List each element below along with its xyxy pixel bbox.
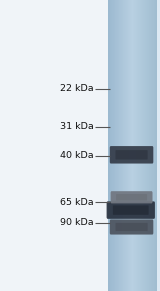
Bar — [155, 0, 156, 291]
Bar — [149, 0, 150, 291]
Bar — [145, 0, 146, 291]
FancyBboxPatch shape — [111, 191, 152, 203]
Text: 40 kDa: 40 kDa — [60, 151, 94, 160]
Bar — [135, 0, 136, 291]
Bar — [120, 0, 121, 291]
Bar — [132, 0, 133, 291]
Bar — [140, 0, 141, 291]
Bar — [127, 0, 128, 291]
Bar — [110, 0, 111, 291]
Bar — [129, 0, 130, 291]
Bar — [113, 0, 114, 291]
Bar — [131, 0, 132, 291]
Bar — [153, 0, 154, 291]
Bar — [123, 0, 124, 291]
Bar — [133, 0, 134, 291]
Bar — [124, 0, 125, 291]
FancyBboxPatch shape — [116, 150, 148, 159]
Bar — [136, 0, 137, 291]
FancyBboxPatch shape — [107, 201, 155, 219]
Text: 22 kDa: 22 kDa — [60, 84, 94, 93]
Bar — [145, 0, 146, 291]
Bar — [152, 0, 153, 291]
Bar — [134, 0, 135, 291]
Bar — [128, 0, 129, 291]
Bar — [121, 0, 122, 291]
Bar — [143, 0, 144, 291]
Bar — [144, 0, 145, 291]
Bar — [125, 0, 126, 291]
Bar — [126, 0, 127, 291]
Bar — [149, 0, 150, 291]
Text: 65 kDa: 65 kDa — [60, 198, 94, 207]
Bar — [156, 0, 157, 291]
Bar — [138, 0, 139, 291]
Bar — [154, 0, 155, 291]
Bar — [140, 0, 141, 291]
Bar — [142, 0, 143, 291]
Bar — [110, 0, 111, 291]
Bar — [112, 0, 113, 291]
Bar — [151, 0, 152, 291]
Bar — [136, 0, 137, 291]
Bar — [115, 0, 116, 291]
Bar — [117, 0, 118, 291]
Bar — [119, 0, 120, 291]
Bar — [154, 0, 155, 291]
Bar — [111, 0, 112, 291]
Text: 90 kDa: 90 kDa — [60, 218, 94, 227]
Bar — [108, 0, 109, 291]
Bar — [148, 0, 149, 291]
Text: 31 kDa: 31 kDa — [60, 122, 94, 131]
FancyBboxPatch shape — [110, 219, 153, 235]
Bar — [119, 0, 120, 291]
Bar — [130, 0, 131, 291]
Bar — [137, 0, 138, 291]
FancyBboxPatch shape — [110, 146, 153, 164]
Bar — [0, 0, 109, 291]
Bar — [146, 0, 147, 291]
Bar — [109, 0, 110, 291]
Bar — [114, 0, 115, 291]
Bar — [150, 0, 151, 291]
Bar — [139, 0, 140, 291]
FancyBboxPatch shape — [113, 205, 149, 215]
Bar — [141, 0, 142, 291]
Bar — [118, 0, 119, 291]
FancyBboxPatch shape — [116, 223, 148, 231]
Bar — [115, 0, 116, 291]
FancyBboxPatch shape — [116, 194, 147, 200]
Bar — [122, 0, 123, 291]
Bar — [147, 0, 148, 291]
Bar — [116, 0, 117, 291]
